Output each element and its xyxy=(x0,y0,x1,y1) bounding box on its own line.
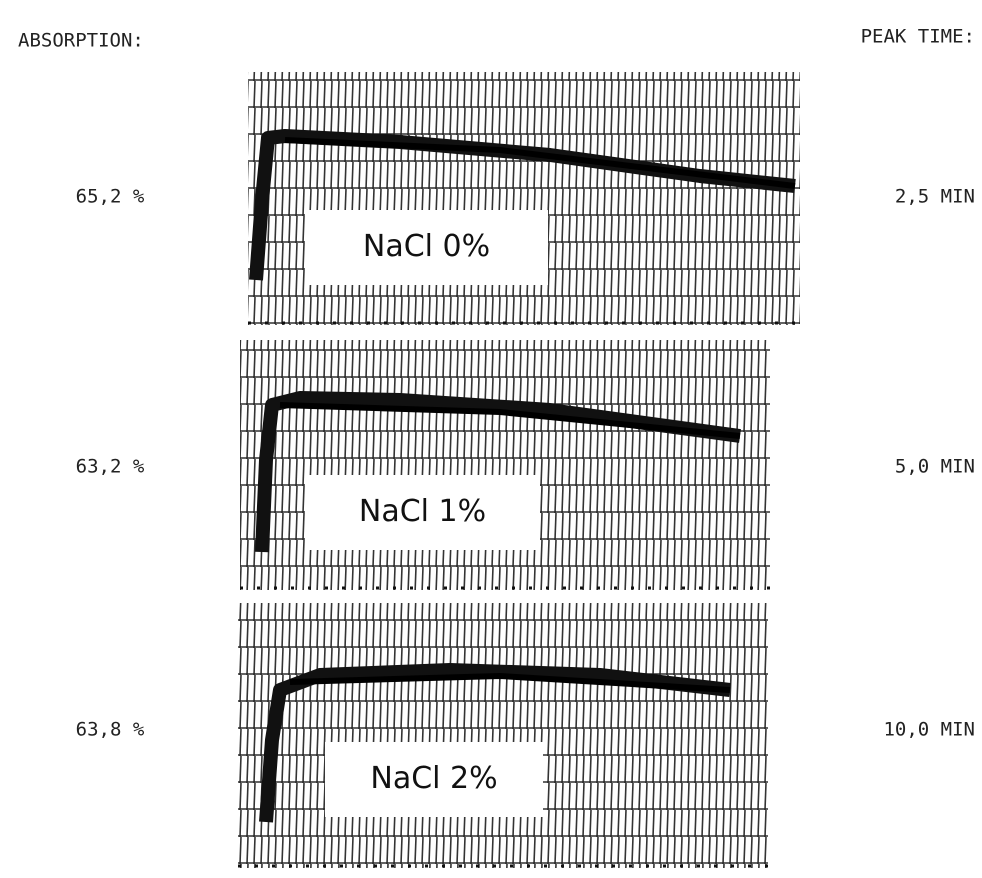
peak-time-header: PEAK TIME: xyxy=(861,26,975,48)
grid xyxy=(238,603,768,868)
peak-time-value: 5,0 MIN xyxy=(895,456,975,478)
curve-core xyxy=(289,672,731,693)
label-box xyxy=(325,742,543,817)
curve-label: NaCl 2% xyxy=(370,761,497,796)
absorption-value: 63,2 % xyxy=(76,456,145,478)
absorption-value: 65,2 % xyxy=(76,186,145,208)
absorption-value: 63,8 % xyxy=(76,719,145,741)
curve-core xyxy=(279,402,741,439)
curve-label: NaCl 0% xyxy=(363,229,490,264)
label-box xyxy=(305,475,540,550)
curve-core xyxy=(284,137,796,189)
peak-time-value: 2,5 MIN xyxy=(895,186,975,208)
grid xyxy=(248,72,800,325)
curve-label: NaCl 1% xyxy=(359,494,486,529)
chart-panel: NaCl 0% xyxy=(248,72,800,325)
curve xyxy=(255,391,741,553)
curve xyxy=(259,663,731,823)
chart-panel: NaCl 1% xyxy=(240,340,770,590)
peak-time-value: 10,0 MIN xyxy=(883,719,975,741)
chart-panel: NaCl 2% xyxy=(238,603,768,868)
absorption-header: ABSORPTION: xyxy=(18,30,144,52)
grid xyxy=(240,340,770,590)
label-box xyxy=(305,210,548,285)
